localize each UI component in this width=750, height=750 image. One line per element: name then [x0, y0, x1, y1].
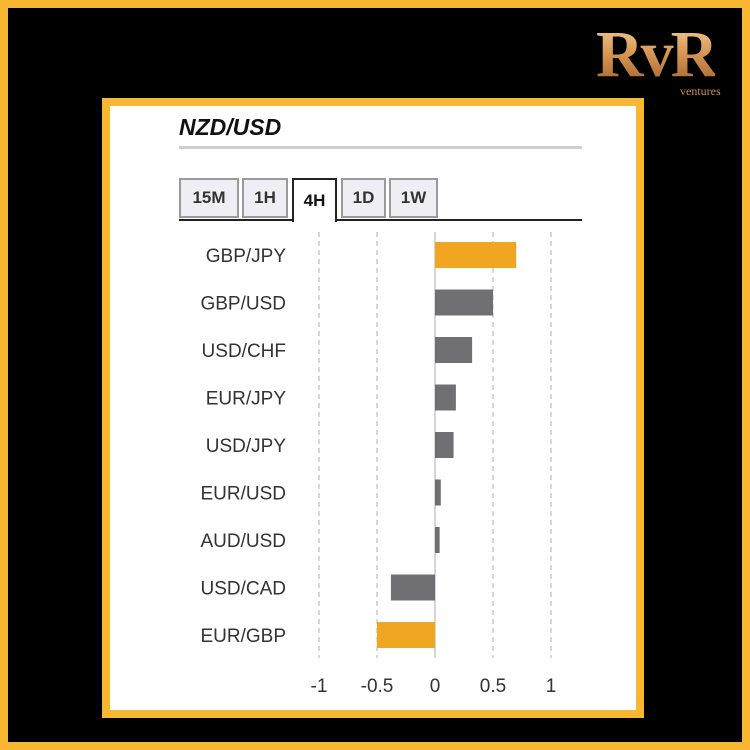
tab-1h[interactable]: 1H: [242, 178, 288, 218]
x-tick-label: 1: [546, 676, 557, 697]
tabs-baseline: [179, 219, 582, 221]
category-label: USD/CHF: [202, 341, 286, 362]
tab-1d[interactable]: 1D: [341, 178, 386, 218]
bar: [435, 479, 441, 506]
category-label: EUR/USD: [200, 484, 286, 505]
category-label: EUR/GBP: [200, 626, 286, 647]
x-tick-label: -1: [311, 676, 328, 697]
tab-15m[interactable]: 15M: [179, 178, 239, 218]
tab-4h[interactable]: 4H: [292, 178, 337, 222]
bar: [390, 574, 435, 601]
category-label: GBP/USD: [200, 294, 286, 315]
bar: [435, 289, 493, 316]
bar: [435, 527, 440, 553]
bar: [435, 432, 454, 458]
category-label: AUD/USD: [200, 531, 286, 552]
category-label: USD/JPY: [206, 436, 287, 457]
x-tick-label: -0.5: [361, 676, 394, 697]
brand-logo-mark: RvR: [596, 18, 718, 91]
bar: [435, 242, 517, 268]
brand-logo-subtitle: ventures: [680, 84, 721, 98]
category-label: EUR/JPY: [206, 389, 287, 410]
brand-logo: RvR ventures: [596, 18, 736, 100]
x-tick-label: 0: [430, 676, 441, 697]
x-tick-label: 0.5: [480, 676, 506, 697]
bar: [435, 384, 456, 411]
tab-1w[interactable]: 1W: [389, 178, 438, 218]
bar: [377, 622, 435, 648]
category-label: GBP/JPY: [206, 246, 287, 267]
chart-title: NZD/USD: [179, 114, 282, 140]
bar: [435, 337, 473, 363]
category-label: USD/CAD: [200, 579, 286, 600]
title-divider: [179, 146, 582, 149]
timeframe-tabs: 15M 1H 4H 1D 1W: [179, 178, 582, 222]
